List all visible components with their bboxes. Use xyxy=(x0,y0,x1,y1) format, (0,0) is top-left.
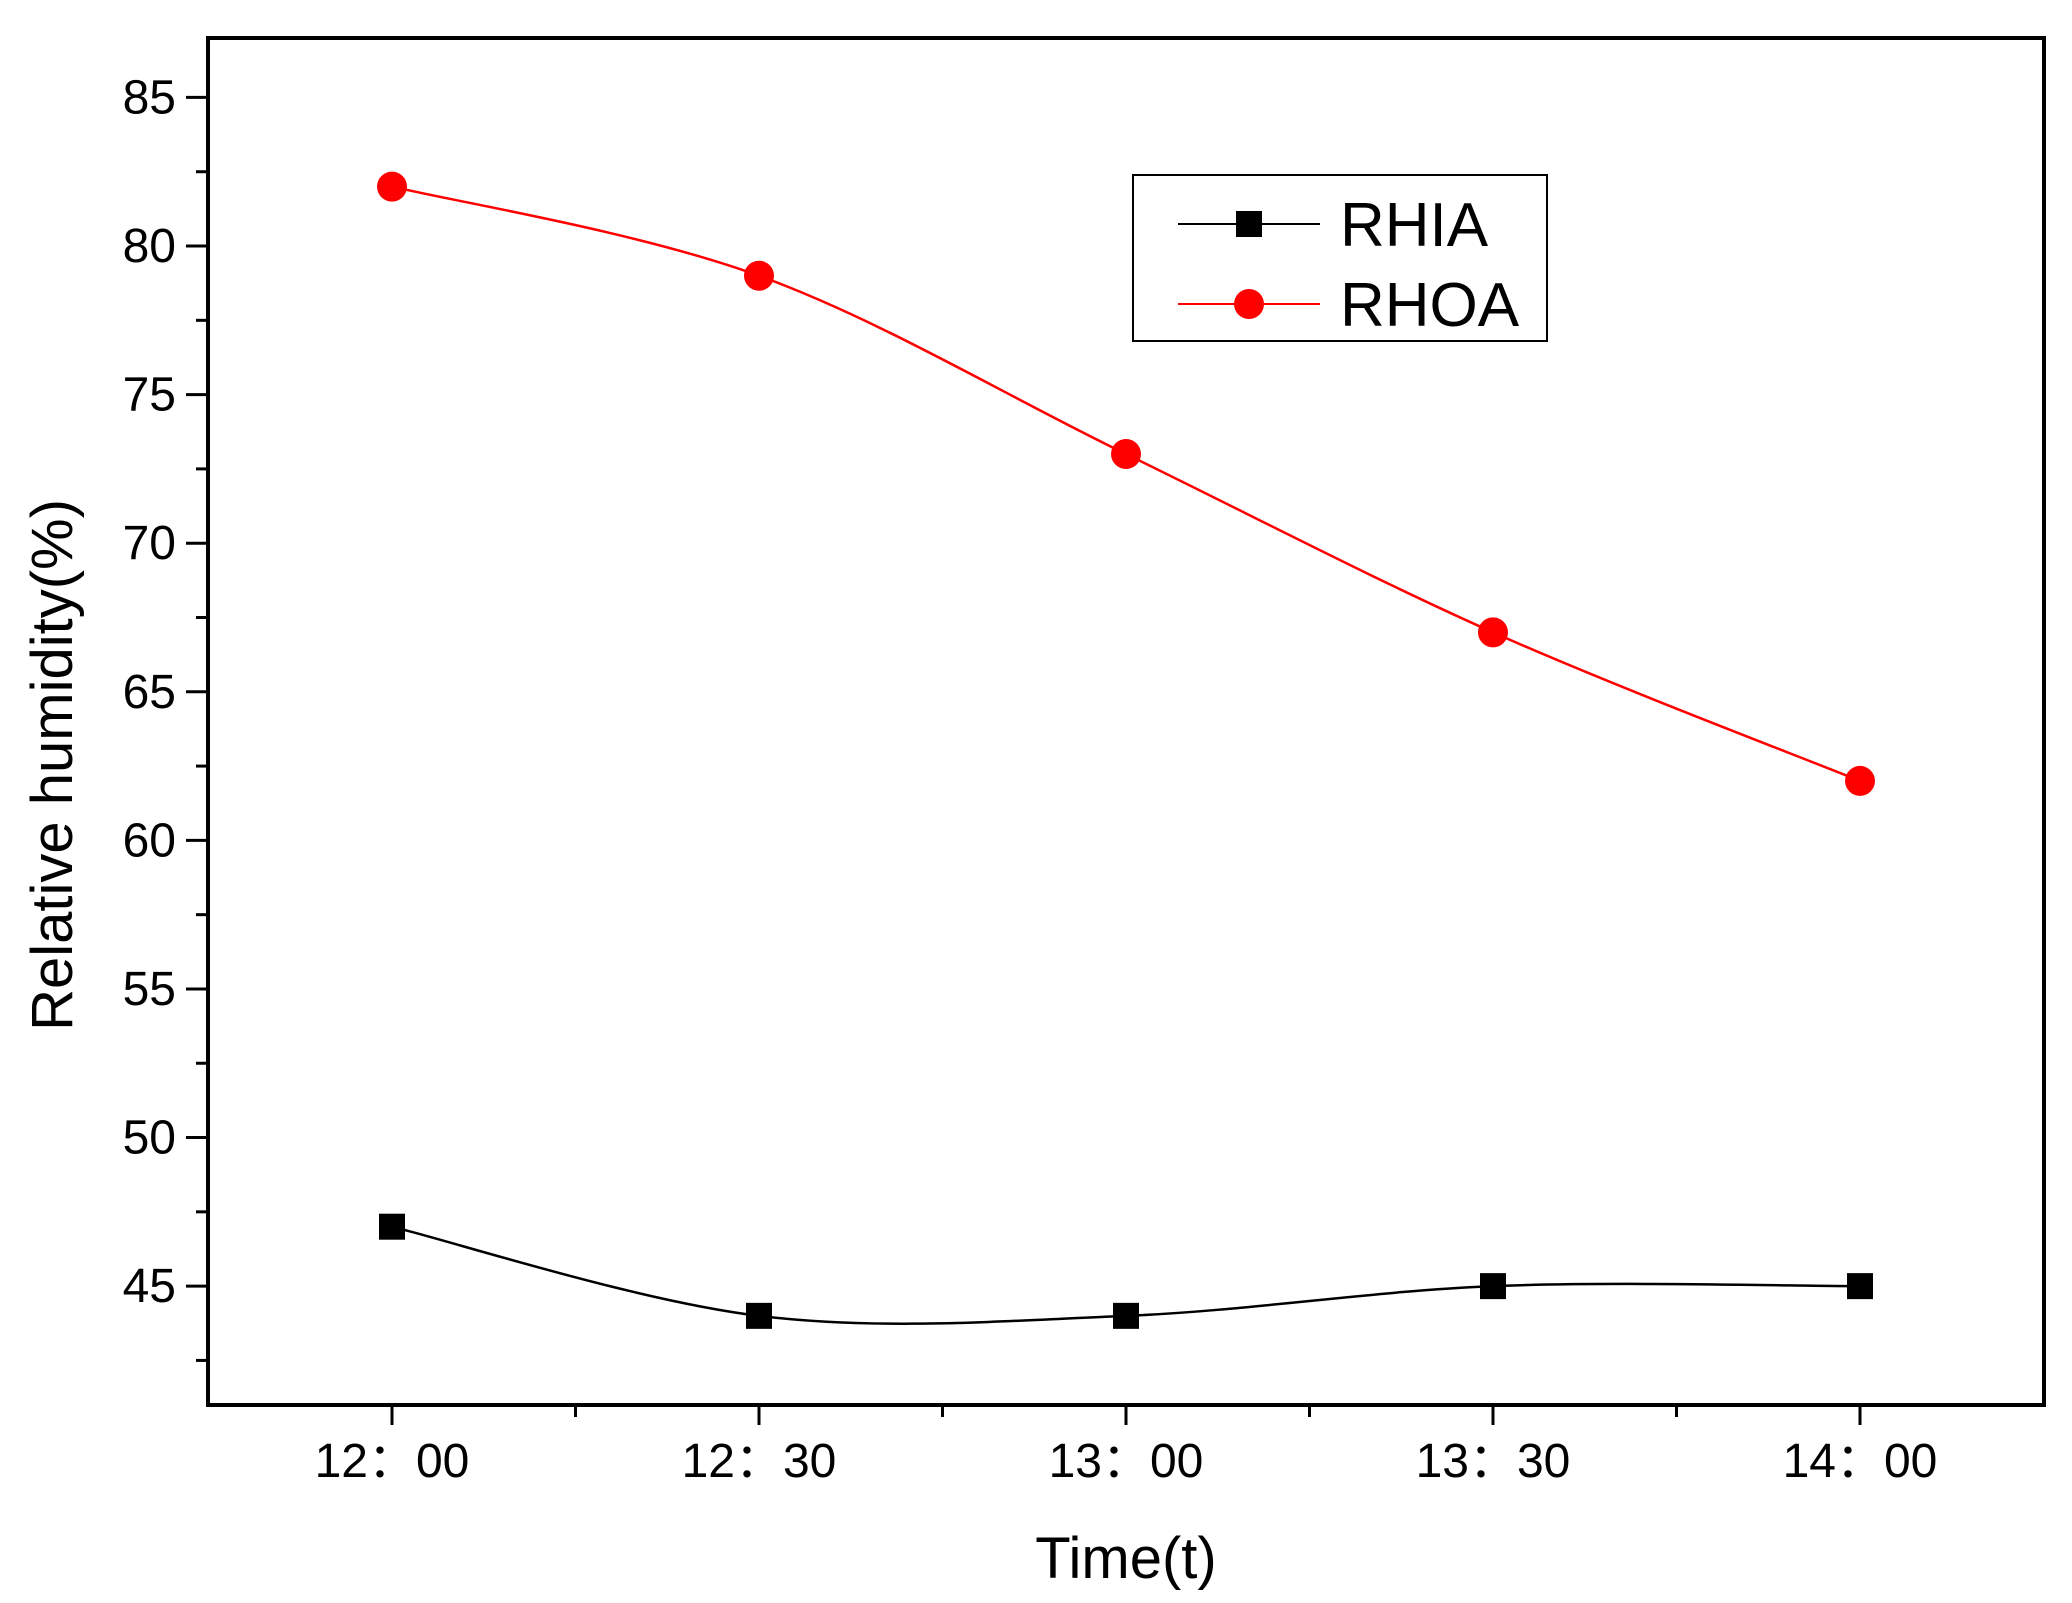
data-point-rhoa xyxy=(744,260,774,291)
x-tick-label: 13：00 xyxy=(1049,1435,1204,1488)
data-point-rhoa xyxy=(1111,439,1141,470)
legend: RHIA RHOA xyxy=(1132,174,1548,342)
y-tick-label: 80 xyxy=(123,220,176,273)
data-point-rhia xyxy=(746,1302,772,1329)
x-axis-title: Time(t) xyxy=(1035,1526,1216,1591)
plot-frame xyxy=(206,36,2046,1407)
y-tick-label: 45 xyxy=(123,1260,176,1313)
series-layer xyxy=(377,171,1875,1329)
data-point-rhia xyxy=(1847,1273,1873,1300)
y-tick-label: 75 xyxy=(123,369,176,422)
x-tick-label: 14：00 xyxy=(1783,1435,1938,1488)
data-point-rhia xyxy=(379,1213,405,1240)
legend-label-rhoa: RHOA xyxy=(1340,271,1520,340)
data-point-rhoa xyxy=(377,171,407,202)
legend-label-rhia: RHIA xyxy=(1340,191,1489,260)
data-point-rhoa xyxy=(1845,765,1875,796)
series-line-rhoa xyxy=(391,185,1861,783)
y-tick-label: 70 xyxy=(123,517,176,570)
x-tick-label: 13：30 xyxy=(1416,1435,1571,1488)
x-axis: 12：00 12：30 13：00 13：30 14：00 xyxy=(315,1405,1938,1488)
y-axis: 45 50 55 60 65 70 75 80 85 xyxy=(123,71,208,1362)
data-point-rhia xyxy=(1480,1273,1506,1300)
y-axis-title: Relative humidity(%) xyxy=(20,499,85,1031)
data-point-rhoa xyxy=(1478,617,1508,648)
y-tick-label: 85 xyxy=(123,71,176,124)
legend-marker-rhoa xyxy=(1234,289,1264,319)
y-tick-label: 50 xyxy=(123,1112,176,1165)
x-tick-label: 12：00 xyxy=(315,1435,470,1488)
legend-box xyxy=(1132,174,1548,342)
y-tick-label: 60 xyxy=(123,814,176,867)
y-tick-label: 65 xyxy=(123,666,176,719)
x-tick-label: 12：30 xyxy=(682,1435,837,1488)
data-point-rhia xyxy=(1113,1302,1139,1329)
y-tick-label: 55 xyxy=(123,963,176,1016)
legend-marker-rhia xyxy=(1236,211,1262,237)
